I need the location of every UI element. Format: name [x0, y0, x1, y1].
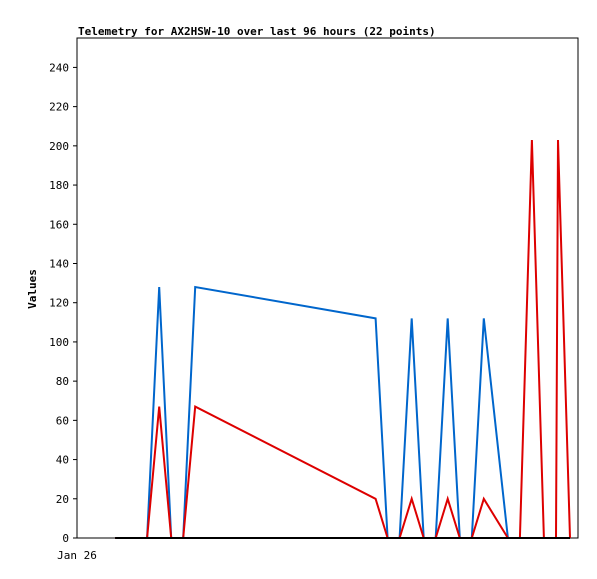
y-tick-label: 100 [49, 336, 69, 349]
y-axis: 0 20 40 60 80 100 120 140 160 180 200 220 240 [49, 61, 77, 545]
y-tick-label: 80 [56, 375, 69, 388]
y-tick-label: 120 [49, 297, 69, 310]
y-tick-label: 20 [56, 493, 69, 506]
y-tick-label: 140 [49, 257, 69, 270]
y-tick-label: 60 [56, 414, 69, 427]
y-tick-label: 40 [56, 454, 69, 467]
y-tick-label: 160 [49, 218, 69, 231]
y-tick-label: 220 [49, 101, 69, 114]
y-tick-label: 240 [49, 61, 69, 74]
y-tick-label: 200 [49, 140, 69, 153]
x-tick-label: Jan 26 [57, 549, 97, 562]
plot-frame [76, 37, 579, 539]
y-tick-label: 180 [49, 179, 69, 192]
y-tick-label: 0 [62, 532, 69, 545]
x-axis: Jan 26 [57, 549, 97, 562]
chart-title: Telemetry for AX2HSW-10 over last 96 hou… [78, 25, 436, 38]
y-axis-label: Values [26, 269, 39, 309]
series-lines [115, 139, 571, 539]
